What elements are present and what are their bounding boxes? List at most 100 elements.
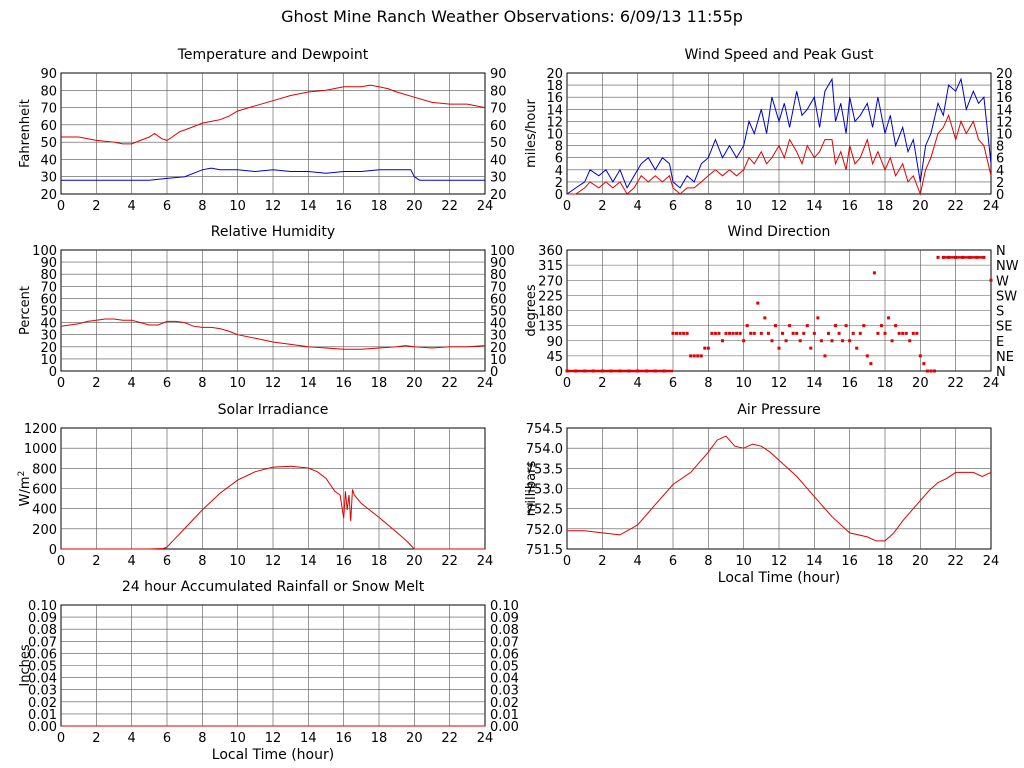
data-point xyxy=(752,331,756,335)
data-point xyxy=(819,339,823,343)
data-point xyxy=(738,331,742,335)
x-tick-label: 18 xyxy=(877,376,894,391)
x-tick-label: 24 xyxy=(983,199,1000,214)
y-tick-label: 270 xyxy=(538,274,563,289)
y-tick-label-right: 0.00 xyxy=(490,720,519,735)
y-tick-label: 12 xyxy=(546,115,563,130)
chart-wind: 0 2 4 6 8 10 12 14 16 18 20 22 240246810121416182002… xyxy=(524,47,1013,214)
data-point xyxy=(749,331,753,335)
x-tick-label: 2 xyxy=(598,199,606,214)
x-tick-label: 2 xyxy=(92,731,100,746)
x-tick-label: 0 xyxy=(563,199,571,214)
data-point xyxy=(887,316,891,320)
x-tick-label: 12 xyxy=(771,554,788,569)
y-tick-label: 600 xyxy=(32,483,57,498)
data-point xyxy=(862,324,866,328)
y-tick-label-right: 10 xyxy=(490,353,507,368)
y-axis-label: millibars xyxy=(524,461,539,517)
data-point xyxy=(735,331,739,335)
x-tick-label: 6 xyxy=(163,731,171,746)
y-tick-label-right: NE xyxy=(996,350,1014,365)
series-line xyxy=(567,113,992,196)
data-point xyxy=(879,324,883,328)
y-tick-label: 90 xyxy=(40,256,57,271)
y-tick-label-right: 0.08 xyxy=(490,623,519,638)
y-tick-label-right: 70 xyxy=(490,280,507,295)
x-tick-label: 22 xyxy=(441,731,458,746)
x-tick-label: 8 xyxy=(198,554,206,569)
x-tick-label: 6 xyxy=(163,199,171,214)
x-tick-label: 18 xyxy=(877,554,894,569)
data-point xyxy=(823,354,827,358)
y-tick-label-right: 0.07 xyxy=(490,635,519,650)
x-tick-label: 12 xyxy=(265,376,282,391)
y-tick-label: 90 xyxy=(40,67,57,82)
data-point xyxy=(756,301,760,305)
data-point xyxy=(816,316,820,320)
y-tick-label-right: 40 xyxy=(490,153,507,168)
data-point xyxy=(798,339,802,343)
data-point xyxy=(890,339,894,343)
data-point xyxy=(848,339,852,343)
y-tick-label-right: 40 xyxy=(490,317,507,332)
x-tick-label: 22 xyxy=(441,199,458,214)
x-tick-label: 20 xyxy=(912,554,929,569)
y-tick-label-right: N xyxy=(996,365,1006,380)
x-tick-label: 2 xyxy=(598,554,606,569)
x-tick-label: 22 xyxy=(441,554,458,569)
y-tick-label: 0.02 xyxy=(28,696,57,711)
y-tick-label-right: 0.04 xyxy=(490,672,519,687)
x-tick-label: 4 xyxy=(128,731,136,746)
data-point xyxy=(894,324,898,328)
x-tick-label: 10 xyxy=(229,731,246,746)
y-tick-label-right: E xyxy=(996,335,1004,350)
data-point xyxy=(911,331,915,335)
y-tick-label-right: 0.10 xyxy=(490,599,519,614)
x-tick-label: 10 xyxy=(229,199,246,214)
y-tick-label: 0.08 xyxy=(28,623,57,638)
chart-solar: 0 2 4 6 8 10 12 14 16 18 20 22 240200400600800100012… xyxy=(17,402,493,569)
x-tick-label: 4 xyxy=(128,554,136,569)
y-tick-label-right: 60 xyxy=(490,119,507,134)
y-tick-label: 1000 xyxy=(24,442,57,457)
x-tick-label: 16 xyxy=(335,376,352,391)
y-tick-label: 18 xyxy=(546,79,563,94)
x-tick-label: 6 xyxy=(163,554,171,569)
data-point xyxy=(742,339,746,343)
y-tick-label: 4 xyxy=(555,164,563,179)
data-point xyxy=(763,316,767,320)
y-tick-label-right: S xyxy=(996,305,1004,320)
y-tick-label: 20 xyxy=(546,67,563,82)
y-tick-label-right: 100 xyxy=(490,244,515,259)
y-tick-label-right: 0 xyxy=(996,188,1004,203)
data-point xyxy=(929,369,933,373)
data-point xyxy=(865,354,869,358)
y-tick-label-right: 4 xyxy=(996,164,1004,179)
x-tick-label: 8 xyxy=(704,376,712,391)
data-point xyxy=(766,331,770,335)
x-tick-label: 10 xyxy=(735,199,752,214)
x-tick-label: 0 xyxy=(57,376,65,391)
y-tick-label: 60 xyxy=(40,292,57,307)
y-tick-label: 30 xyxy=(40,329,57,344)
y-tick-label: 135 xyxy=(538,320,563,335)
y-tick-label: 0 xyxy=(555,188,563,203)
y-tick-label: 753.5 xyxy=(526,462,563,477)
data-point xyxy=(773,324,777,328)
series-line xyxy=(61,167,485,181)
y-tick-label: 0.03 xyxy=(28,684,57,699)
data-point xyxy=(841,339,845,343)
data-point xyxy=(812,331,816,335)
data-point xyxy=(717,331,721,335)
x-tick-label: 18 xyxy=(371,554,388,569)
x-tick-label: 6 xyxy=(669,199,677,214)
data-point xyxy=(897,331,901,335)
data-point xyxy=(858,331,862,335)
series-line xyxy=(61,84,486,145)
data-point xyxy=(805,324,809,328)
y-tick-label-right: 90 xyxy=(490,256,507,271)
data-point xyxy=(788,324,792,328)
x-tick-label: 14 xyxy=(300,554,317,569)
data-point xyxy=(724,331,728,335)
data-point xyxy=(855,346,859,350)
